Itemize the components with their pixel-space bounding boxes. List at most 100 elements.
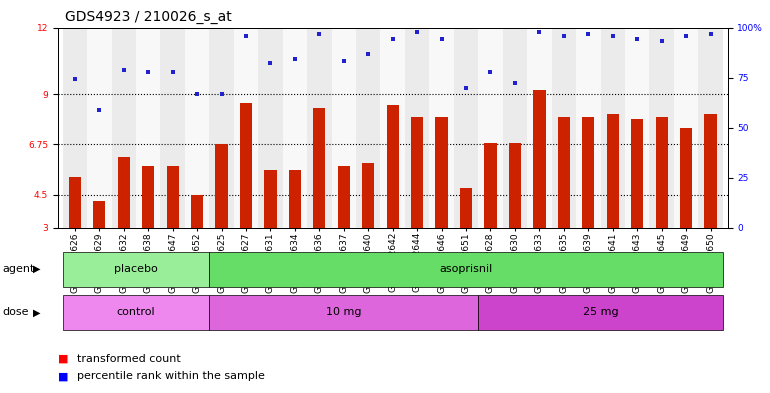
Bar — [582, 117, 594, 228]
Bar — [607, 114, 619, 228]
Bar — [576, 28, 601, 228]
Bar — [216, 144, 228, 228]
Bar — [209, 28, 234, 228]
Bar — [601, 28, 625, 228]
Bar — [362, 163, 374, 228]
Bar — [527, 28, 551, 228]
Point — [142, 69, 154, 75]
Bar — [185, 28, 209, 228]
Bar — [655, 117, 668, 228]
Point — [337, 58, 350, 64]
Point — [631, 35, 644, 42]
Text: ■: ■ — [58, 354, 69, 364]
Text: dose: dose — [2, 307, 28, 318]
Bar — [338, 165, 350, 228]
Point — [509, 80, 521, 86]
Bar — [118, 157, 130, 228]
Text: 25 mg: 25 mg — [583, 307, 618, 318]
Bar — [87, 28, 112, 228]
Point — [239, 33, 252, 40]
Bar — [191, 195, 203, 228]
Bar — [136, 28, 160, 228]
Point — [411, 29, 424, 35]
Bar — [705, 114, 717, 228]
Text: percentile rank within the sample: percentile rank within the sample — [77, 371, 265, 381]
Text: 10 mg: 10 mg — [326, 307, 362, 318]
Text: ▶: ▶ — [33, 307, 41, 318]
Point — [460, 84, 472, 91]
Bar — [142, 165, 154, 228]
Point — [362, 51, 374, 57]
Point — [191, 91, 203, 97]
Point — [69, 75, 81, 82]
Point — [93, 107, 105, 113]
Bar — [160, 28, 185, 228]
Bar — [631, 119, 643, 228]
Text: agent: agent — [2, 264, 35, 274]
Bar — [112, 28, 136, 228]
Point — [582, 31, 594, 37]
Bar — [283, 28, 307, 228]
Point — [436, 35, 448, 42]
Bar — [289, 170, 301, 228]
Bar — [551, 28, 576, 228]
Point — [118, 67, 130, 73]
Bar — [264, 170, 276, 228]
Text: control: control — [117, 307, 156, 318]
Point — [387, 35, 399, 42]
Bar — [411, 117, 424, 228]
Bar — [557, 117, 570, 228]
Bar — [166, 165, 179, 228]
Point — [289, 55, 301, 62]
Bar — [258, 28, 283, 228]
Bar — [460, 188, 472, 228]
Bar — [509, 143, 521, 228]
Bar — [436, 117, 447, 228]
Point — [705, 31, 717, 37]
Bar — [62, 252, 209, 287]
Bar — [649, 28, 674, 228]
Bar — [380, 28, 405, 228]
Bar — [307, 28, 332, 228]
Text: transformed count: transformed count — [77, 354, 181, 364]
Bar — [209, 252, 723, 287]
Bar — [62, 295, 209, 330]
Bar — [62, 28, 87, 228]
Bar — [209, 295, 478, 330]
Bar — [698, 28, 723, 228]
Bar — [478, 295, 723, 330]
Point — [216, 91, 228, 97]
Bar — [240, 103, 252, 228]
Point — [607, 33, 619, 40]
Bar — [313, 108, 326, 228]
Bar — [332, 28, 356, 228]
Text: ▶: ▶ — [33, 264, 41, 274]
Bar — [478, 28, 503, 228]
Bar — [356, 28, 380, 228]
Text: ■: ■ — [58, 371, 69, 381]
Bar — [454, 28, 478, 228]
Point — [680, 33, 692, 40]
Point — [166, 69, 179, 75]
Bar — [680, 128, 692, 228]
Text: asoprisnil: asoprisnil — [440, 264, 493, 274]
Bar — [405, 28, 430, 228]
Bar — [484, 143, 497, 228]
Bar — [674, 28, 698, 228]
Point — [484, 69, 497, 75]
Text: placebo: placebo — [114, 264, 158, 274]
Bar — [234, 28, 258, 228]
Point — [534, 29, 546, 35]
Bar — [93, 201, 105, 228]
Point — [557, 33, 570, 40]
Bar — [69, 177, 81, 228]
Point — [313, 31, 326, 37]
Bar — [625, 28, 649, 228]
Text: GDS4923 / 210026_s_at: GDS4923 / 210026_s_at — [65, 10, 233, 24]
Bar — [534, 90, 545, 228]
Bar — [387, 105, 399, 228]
Point — [655, 38, 668, 44]
Bar — [503, 28, 527, 228]
Point — [264, 60, 276, 66]
Bar — [430, 28, 454, 228]
